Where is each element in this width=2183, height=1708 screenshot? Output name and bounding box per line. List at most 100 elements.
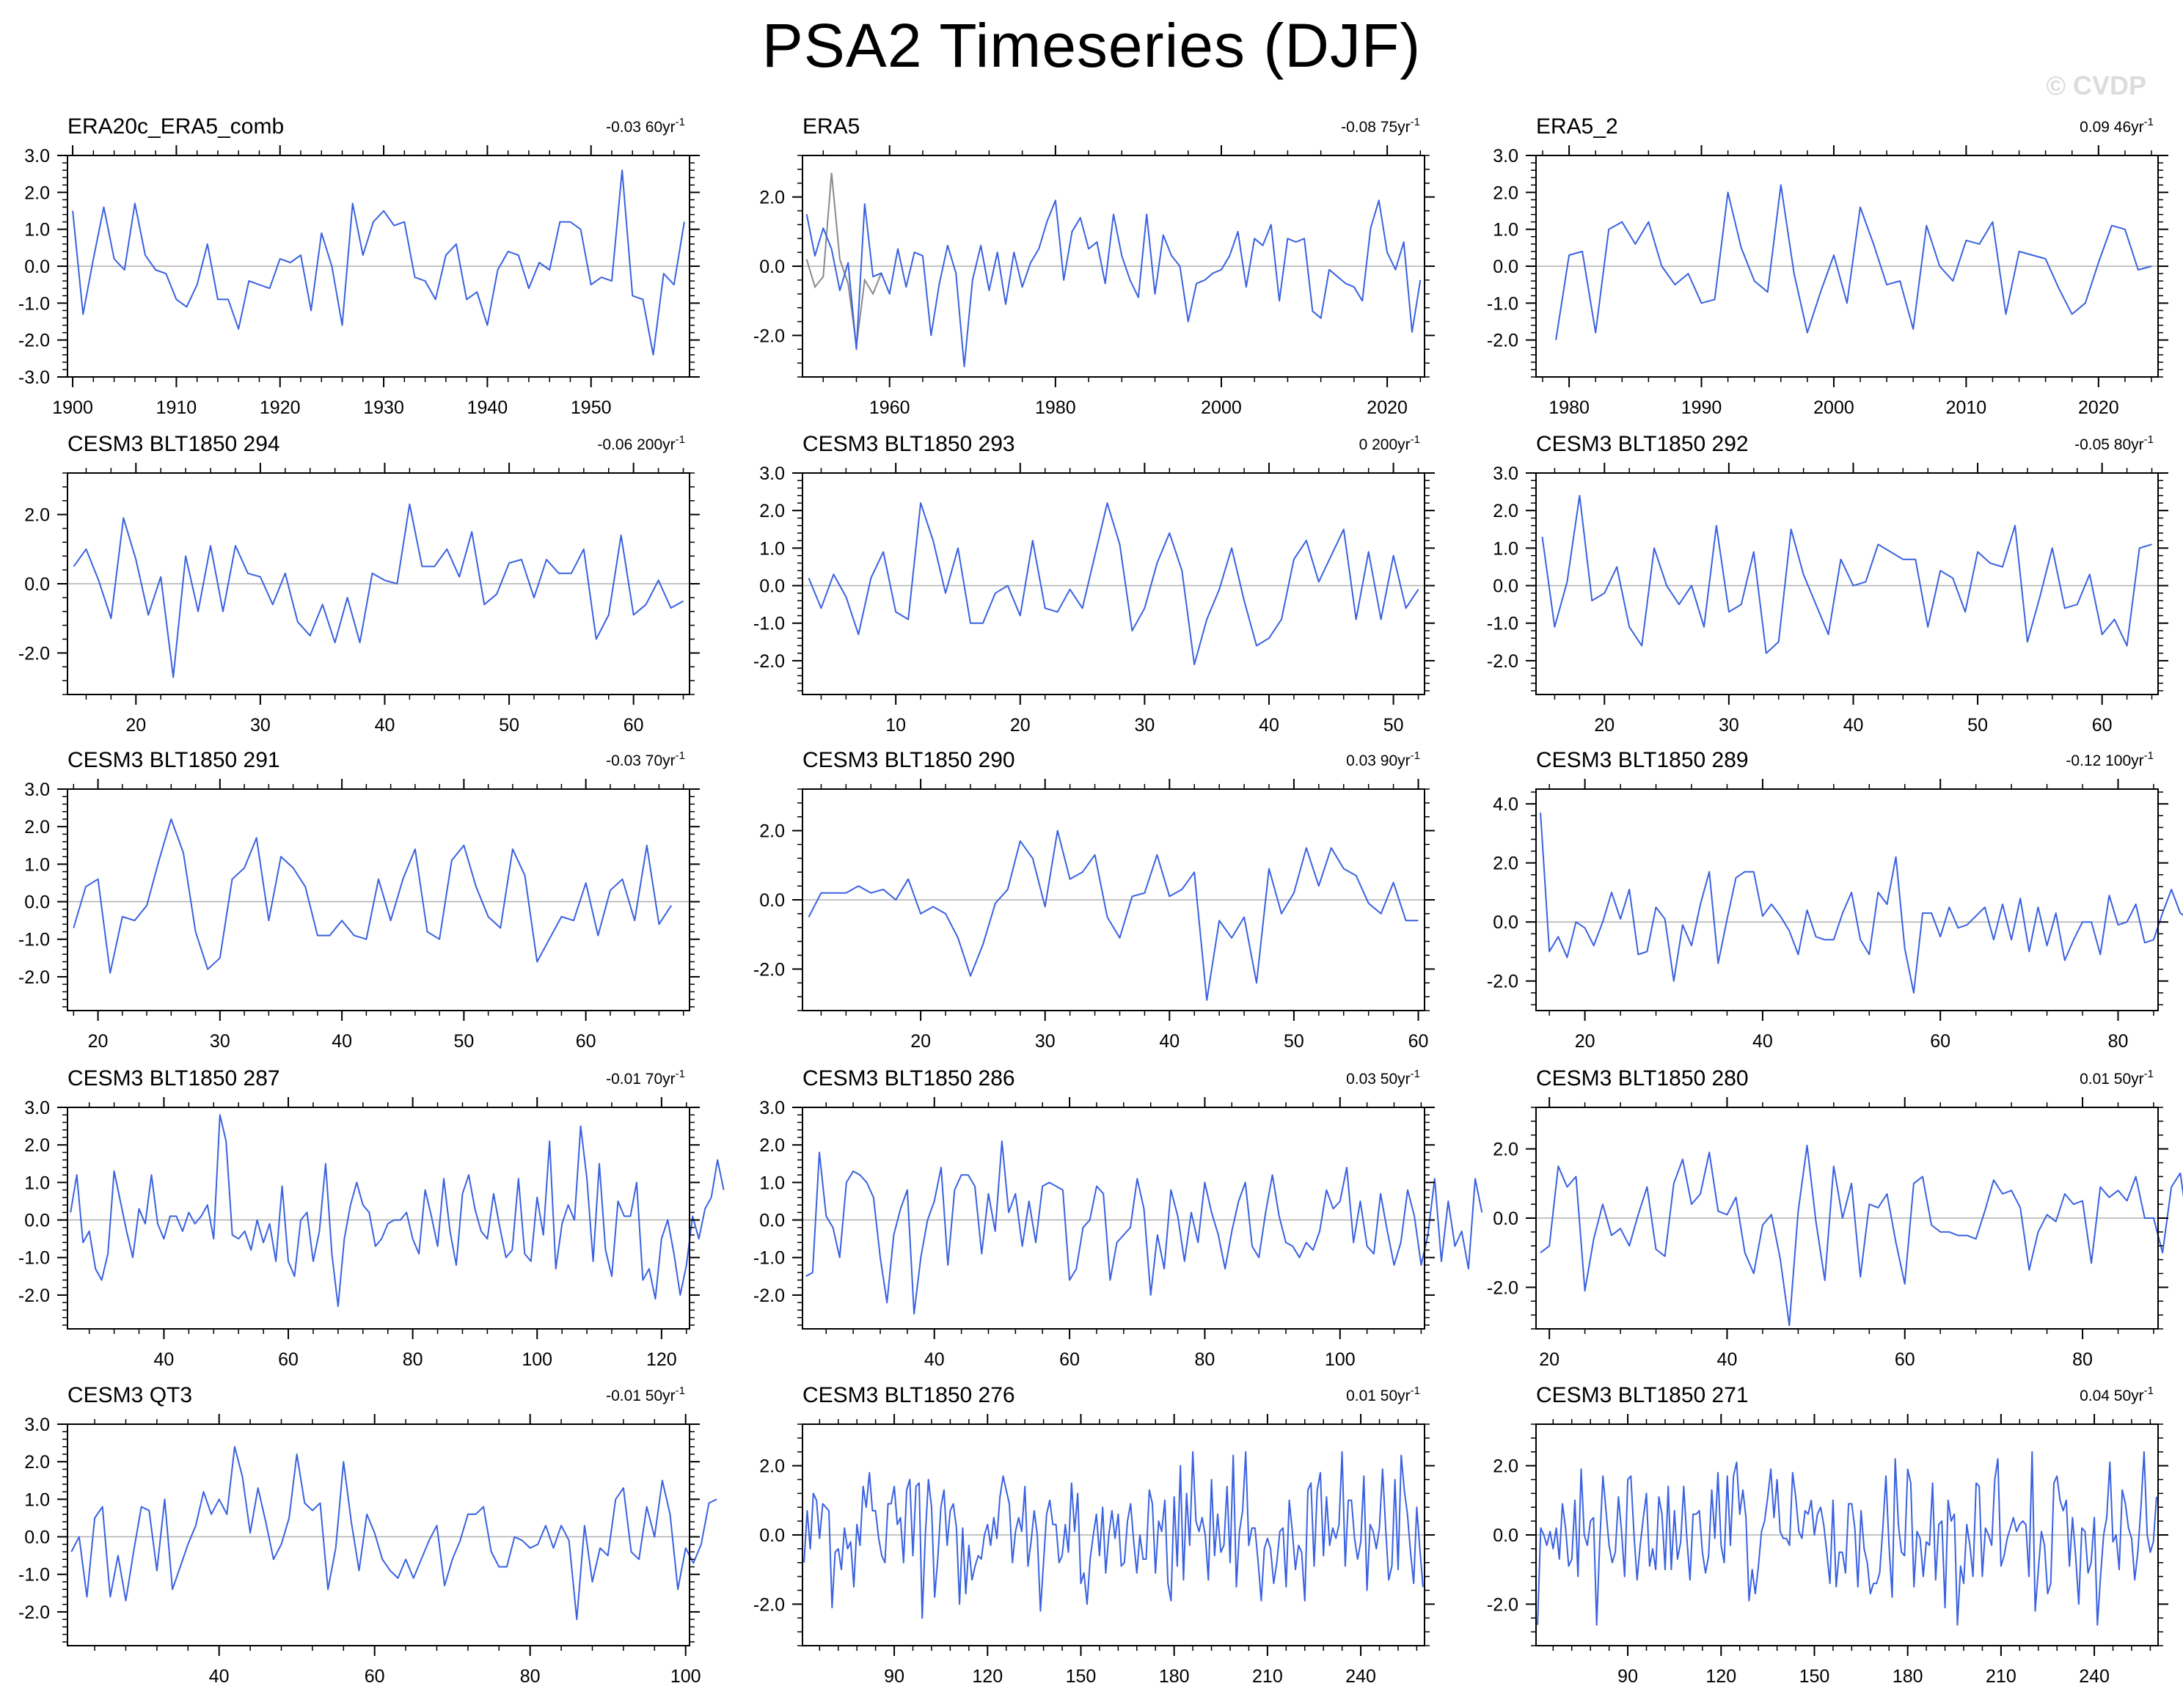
x-tick-label: 60 — [1895, 1349, 1915, 1370]
x-tick-label: 80 — [520, 1666, 541, 1687]
x-tick-label: 60 — [278, 1349, 299, 1370]
y-tick-label: 3.0 — [24, 1415, 50, 1435]
x-tick-label: 120 — [1705, 1666, 1736, 1687]
y-tick-label: -1.0 — [1487, 293, 1518, 314]
x-tick-label: 1910 — [156, 397, 197, 418]
x-tick-label: 1930 — [363, 397, 404, 418]
x-tick-label: 2000 — [1813, 397, 1854, 418]
y-tick-label: -2.0 — [18, 331, 50, 351]
y-tick-label: 2.0 — [759, 821, 785, 842]
x-tick-label: 210 — [1252, 1666, 1283, 1687]
x-tick-label: 20 — [1010, 715, 1031, 736]
plot-frame — [67, 1107, 690, 1330]
trend-exponent: -1 — [1411, 433, 1420, 446]
series-line — [808, 502, 1419, 666]
trend-exponent: -1 — [2144, 116, 2154, 128]
y-tick-label: 3.0 — [24, 146, 50, 166]
x-tick-label: 2010 — [1946, 397, 1987, 418]
y-tick-label: -2.0 — [753, 326, 785, 346]
y-tick-label: -2.0 — [753, 1286, 785, 1306]
y-tick-label: 3.0 — [1493, 146, 1518, 166]
x-tick-label: 50 — [453, 1031, 474, 1052]
y-tick-label: 2.0 — [1493, 854, 1518, 874]
trend-label: -0.03 60yr-1 — [606, 116, 685, 136]
y-tick-label: 2.0 — [1493, 183, 1518, 203]
y-tick-label: 1.0 — [1493, 538, 1518, 559]
x-tick-label: 100 — [670, 1666, 701, 1687]
y-tick-label: -2.0 — [1487, 1278, 1518, 1298]
panel-5: -2.0 -1.0 0.0 1.0 2.0 3.0 10 20 30 40 50 CESM3 BLT1… — [753, 432, 1435, 736]
page-title: PSA2 Timeseries (DJF) — [761, 11, 1422, 80]
y-tick-label: 0.0 — [1493, 912, 1518, 933]
panel-7: -2.0 -1.0 0.0 1.0 2.0 3.0 20 30 40 50 60 CESM3 BLT1… — [18, 748, 700, 1052]
y-tick-label: 2.0 — [759, 1456, 785, 1477]
y-tick-label: -2.0 — [18, 967, 50, 988]
x-tick-label: 60 — [576, 1031, 596, 1052]
panel-1: -3.0 -2.0 -1.0 0.0 1.0 2.0 3.0 1900 1910 1920 1930… — [18, 114, 700, 418]
trend-exponent: -1 — [1411, 749, 1420, 762]
trend-exponent: -1 — [2144, 1385, 2154, 1397]
x-tick-label: 20 — [88, 1031, 109, 1052]
x-tick-label: 1980 — [1035, 397, 1076, 418]
y-tick-label: -2.0 — [1487, 331, 1518, 351]
x-tick-label: 60 — [1930, 1031, 1950, 1052]
x-tick-label: 40 — [209, 1666, 230, 1687]
plot-frame — [802, 1107, 1425, 1330]
x-tick-label: 80 — [2072, 1349, 2093, 1370]
y-tick-label: 2.0 — [24, 817, 50, 837]
y-tick-label: 2.0 — [759, 188, 785, 208]
series-line — [72, 169, 685, 356]
panel-13: -2.0 -1.0 0.0 1.0 2.0 3.0 40 60 80 100 CESM3 QT3 -0… — [18, 1383, 717, 1687]
series-line — [1537, 1451, 2157, 1626]
trend-label: 0.01 50yr-1 — [1346, 1385, 1420, 1404]
x-tick-label: 100 — [1325, 1349, 1356, 1370]
x-tick-label: 80 — [2108, 1031, 2129, 1052]
watermark: © CVDP — [2046, 70, 2146, 100]
series-line — [70, 1114, 725, 1308]
x-tick-label: 40 — [332, 1031, 352, 1052]
y-tick-label: 2.0 — [24, 1135, 50, 1156]
trend-label: 0.01 50yr-1 — [2080, 1068, 2154, 1088]
y-tick-label: 2.0 — [759, 1135, 785, 1156]
x-tick-label: 60 — [1408, 1031, 1429, 1052]
panel-14: -2.0 0.0 2.0 90 120 150 180 210 240 CESM3 BLT1850… — [753, 1383, 1435, 1687]
panel-8: -2.0 0.0 2.0 20 30 40 50 60 CESM3 BLT1850 290 0.0… — [753, 748, 1435, 1052]
trend-label: -0.06 200yr-1 — [597, 433, 685, 453]
plot-frame — [67, 1423, 690, 1646]
x-tick-label: 40 — [1843, 715, 1864, 736]
trend-label: -0.01 70yr-1 — [606, 1068, 685, 1088]
series-line — [1540, 813, 2183, 994]
panel-15: -2.0 0.0 2.0 90 120 150 180 210 240 CESM3 BLT1850… — [1487, 1383, 2168, 1687]
y-tick-label: 2.0 — [759, 501, 785, 521]
trend-label: 0.04 50yr-1 — [2080, 1385, 2154, 1404]
series-line — [805, 199, 1422, 367]
series-line — [73, 503, 684, 678]
panel-6: -2.0 -1.0 0.0 1.0 2.0 3.0 20 30 40 50 60 CESM3 BLT1… — [1487, 432, 2168, 736]
x-tick-label: 60 — [624, 715, 644, 736]
x-tick-label: 1920 — [260, 397, 301, 418]
y-tick-label: -2.0 — [1487, 651, 1518, 672]
series-line — [1541, 494, 2152, 654]
x-tick-label: 30 — [1035, 1031, 1056, 1052]
x-tick-label: 1940 — [467, 397, 508, 418]
series-line — [1540, 1144, 2183, 1327]
x-tick-label: 180 — [1159, 1666, 1190, 1687]
trend-label: -0.03 70yr-1 — [606, 749, 685, 769]
x-tick-label: 60 — [1059, 1349, 1080, 1370]
x-tick-label: 10 — [885, 715, 906, 736]
trend-label: 0.09 46yr-1 — [2080, 116, 2154, 136]
y-tick-label: 1.0 — [759, 538, 785, 559]
y-tick-label: 0.0 — [24, 1528, 50, 1548]
x-tick-label: 40 — [1259, 715, 1279, 736]
panel-title: CESM3 BLT1850 287 — [67, 1066, 280, 1091]
x-tick-label: 1980 — [1548, 397, 1590, 418]
x-tick-label: 40 — [1159, 1031, 1180, 1052]
panel-10: -2.0 -1.0 0.0 1.0 2.0 3.0 40 60 80 100 120 CESM3 BL… — [18, 1066, 725, 1370]
trend-exponent: -1 — [2144, 433, 2154, 446]
trend-exponent: -1 — [676, 1385, 685, 1397]
x-tick-label: 40 — [1752, 1031, 1773, 1052]
x-tick-label: 40 — [154, 1349, 175, 1370]
y-tick-label: -1.0 — [753, 614, 785, 634]
y-tick-label: 2.0 — [24, 505, 50, 526]
